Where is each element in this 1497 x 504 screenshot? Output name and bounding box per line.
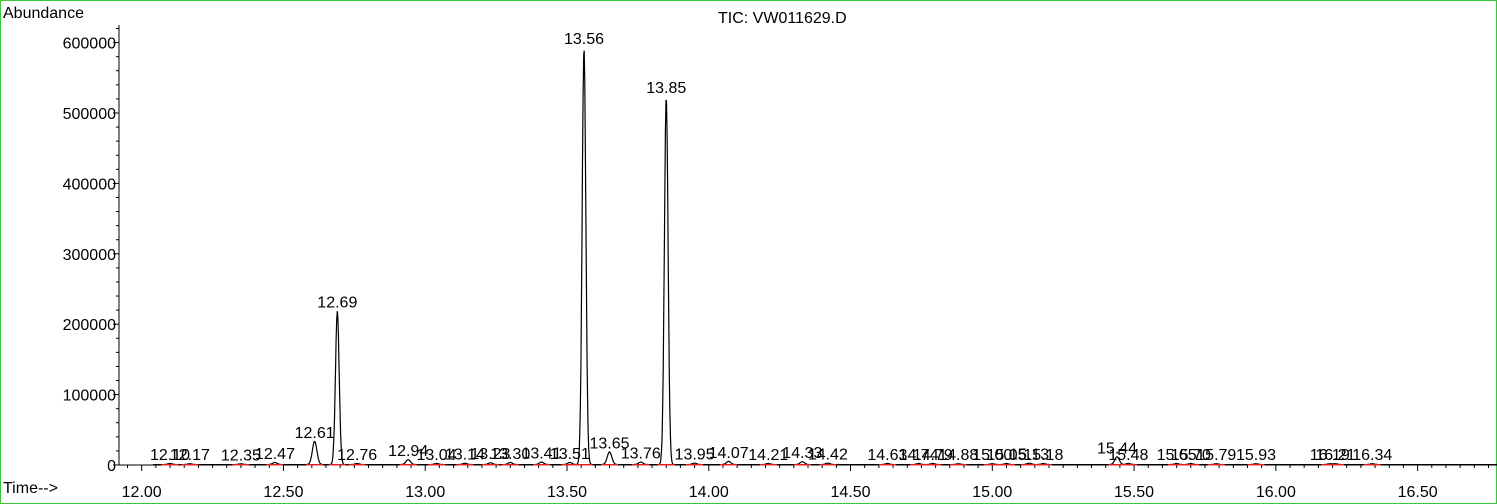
- peak-label: 12.94: [388, 443, 428, 460]
- peak-label: 14.74: [899, 447, 939, 464]
- peak-label: 15.65: [1157, 447, 1197, 464]
- peak-label: 13.04: [417, 447, 457, 464]
- peak-label: 13.85: [646, 80, 686, 97]
- x-tick-label: 14.50: [831, 484, 871, 501]
- peak-label: 12.10: [150, 447, 190, 464]
- peak-label: 14.33: [782, 445, 822, 462]
- peak-label: 12.47: [255, 446, 295, 463]
- peak-label: 14.21: [748, 447, 788, 464]
- peak-label: 15.79: [1196, 447, 1236, 464]
- peak-label: 12.17: [170, 447, 210, 464]
- peak-label: 12.76: [337, 447, 377, 464]
- peak-label: 13.65: [589, 435, 629, 452]
- peak-label: 13.41: [521, 446, 561, 463]
- tic-trace: [153, 50, 1497, 466]
- peak-label: 14.07: [709, 445, 749, 462]
- peak-label: 15.48: [1108, 447, 1148, 464]
- x-tick-label: 15.00: [972, 484, 1012, 501]
- y-tick-label: 400000: [63, 176, 116, 193]
- peak-label: 15.44: [1097, 440, 1137, 457]
- peak-label: 16.21: [1315, 447, 1355, 464]
- x-tick-label: 14.00: [689, 484, 729, 501]
- peak-label: 13.95: [675, 447, 715, 464]
- x-tick-label: 16.50: [1398, 484, 1438, 501]
- y-tick-label: 300000: [63, 247, 116, 264]
- peak-label: 13.23: [470, 446, 510, 463]
- y-tick-label: 200000: [63, 317, 116, 334]
- x-tick-label: 12.00: [122, 484, 162, 501]
- peak-label: 13.56: [564, 31, 604, 48]
- chart-title: TIC: VW011629.D: [718, 10, 847, 27]
- peak-label: 13.76: [621, 446, 661, 463]
- peak-label: 14.88: [938, 447, 978, 464]
- peak-label: 16.34: [1352, 447, 1392, 464]
- peak-label: 13.51: [550, 446, 590, 463]
- peak-label: 12.61: [295, 425, 335, 442]
- peak-label: 16.19: [1310, 447, 1350, 464]
- peak-label: 15.93: [1236, 447, 1276, 464]
- x-tick-label: 16.00: [1256, 484, 1296, 501]
- peak-label: 15.18: [1023, 447, 1063, 464]
- y-tick-label: 100000: [63, 388, 116, 405]
- peak-label: 15.05: [986, 447, 1026, 464]
- peak-label: 13.30: [490, 446, 530, 463]
- x-tick-label: 12.50: [263, 484, 303, 501]
- peak-label: 12.35: [221, 447, 261, 464]
- peak-label: 12.69: [317, 295, 357, 312]
- y-tick-label: 0: [107, 458, 116, 475]
- peak-label: 15.70: [1171, 447, 1211, 464]
- x-axis-label: Time-->: [3, 480, 58, 497]
- y-tick-label: 600000: [63, 36, 116, 53]
- y-axis-label: Abundance: [3, 5, 84, 22]
- x-tick-label: 13.00: [405, 484, 445, 501]
- peak-label: 15.13: [1009, 447, 1049, 464]
- peak-label: 15.00: [972, 447, 1012, 464]
- peak-label: 14.63: [867, 447, 907, 464]
- peak-label: 14.79: [913, 447, 953, 464]
- peak-label: 13.14: [445, 447, 485, 464]
- peak-label: 14.42: [808, 447, 848, 464]
- x-tick-label: 13.50: [547, 484, 587, 501]
- x-tick-label: 15.50: [1114, 484, 1154, 501]
- y-tick-label: 500000: [63, 106, 116, 123]
